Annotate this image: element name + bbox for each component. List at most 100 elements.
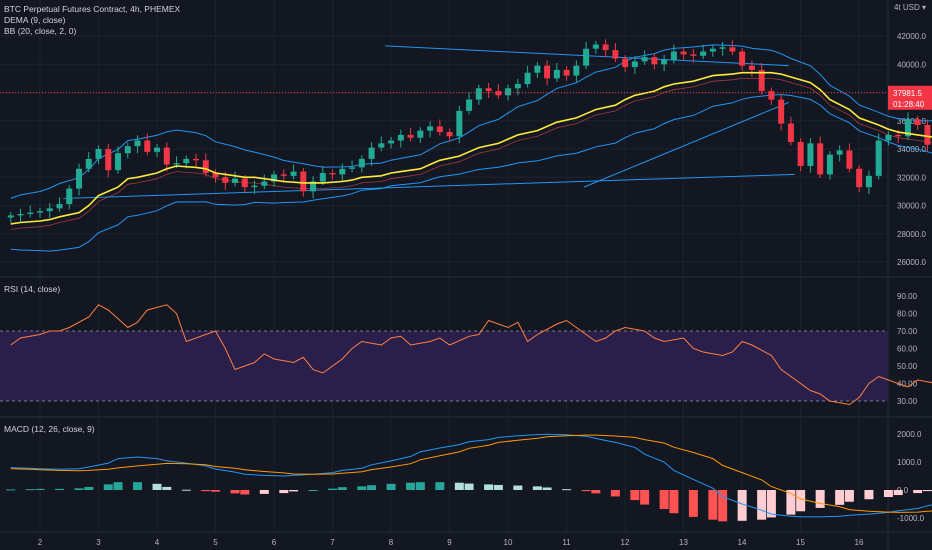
macd-histogram-bar <box>893 490 903 496</box>
macd-histogram-bar <box>757 490 767 520</box>
candle-body <box>329 173 336 175</box>
candle-body <box>573 65 580 76</box>
candle-body <box>27 212 34 214</box>
rsi-line <box>10 304 932 406</box>
candle-body <box>865 175 872 188</box>
macd-histogram-bar <box>835 490 845 505</box>
rsi-tick-label: 40.00 <box>897 380 918 389</box>
candle-body <box>349 167 356 169</box>
candle-body <box>212 173 219 178</box>
candle-body <box>534 65 541 73</box>
macd-histogram-bar <box>688 490 698 517</box>
candle-body <box>739 51 746 66</box>
price-tick-label: 30000.0 <box>897 202 926 211</box>
candle-body <box>748 65 755 70</box>
price-tick-label: 36000.0 <box>897 117 926 126</box>
candle-body <box>417 130 424 138</box>
candle-body <box>378 143 385 148</box>
candle-body <box>290 171 297 176</box>
candle-body <box>602 44 609 51</box>
candle-body <box>622 58 629 68</box>
candle-body <box>124 146 131 154</box>
candle-body <box>904 119 911 137</box>
macd-histogram-bar <box>6 489 16 491</box>
candle-body <box>914 119 921 125</box>
candle-body <box>836 150 843 155</box>
candle-body <box>670 51 677 61</box>
candle-body <box>310 181 317 192</box>
macd-histogram-bar <box>630 490 640 501</box>
time-tick-label: 16 <box>855 538 864 547</box>
trend-line <box>583 101 789 188</box>
macd-histogram-bar <box>513 485 523 490</box>
time-tick-label: 14 <box>738 538 747 547</box>
macd-histogram-bar <box>796 490 806 512</box>
rsi-band <box>0 331 888 401</box>
time-tick-label: 2 <box>38 538 43 547</box>
candle-body <box>817 143 824 175</box>
candle-body <box>661 60 668 65</box>
macd-histogram-bar <box>640 490 650 505</box>
candle-body <box>397 134 404 141</box>
candle-body <box>641 57 648 62</box>
macd-histogram-bar <box>386 483 396 490</box>
macd-histogram-bar <box>328 488 338 490</box>
candle-body <box>729 47 736 52</box>
candle-body <box>115 153 122 171</box>
macd-histogram-bar <box>279 490 289 494</box>
macd-histogram-bar <box>464 483 474 490</box>
macd-histogram-bar <box>181 489 191 491</box>
macd-histogram-bar <box>230 490 240 494</box>
price-tick-label: 26000.0 <box>897 258 926 267</box>
bb-basis-line <box>10 78 932 230</box>
macd-histogram-bar <box>162 486 172 490</box>
candle-body <box>271 174 278 182</box>
candle-body <box>709 48 716 52</box>
macd-histogram-bar <box>406 482 416 490</box>
rsi-tick-label: 30.00 <box>897 397 918 406</box>
macd-line <box>10 433 932 518</box>
time-tick-label: 15 <box>796 538 805 547</box>
candle-body <box>85 158 92 169</box>
candle-body <box>368 147 375 159</box>
macd-tick-label: 0.0 <box>897 486 909 495</box>
candle-body <box>719 47 726 49</box>
candle-body <box>46 208 53 212</box>
macd-tick-label: -1000.0 <box>897 514 925 523</box>
candle-body <box>7 215 14 218</box>
bb-upper-line <box>10 44 932 199</box>
macd-histogram-bar <box>74 488 84 490</box>
candle-body <box>758 69 765 92</box>
macd-histogram-bar <box>152 483 162 490</box>
candle-body <box>514 84 521 89</box>
candle-body <box>163 147 170 165</box>
macd-tick-label: 1000.0 <box>897 458 922 467</box>
candle-body <box>505 88 512 96</box>
candle-body <box>924 124 931 145</box>
currency-selector[interactable]: 4t USD ▾ <box>893 3 926 12</box>
macd-tick-label: 2000.0 <box>897 430 922 439</box>
candle-body <box>856 168 863 188</box>
time-tick-label: 12 <box>621 538 630 547</box>
candle-body <box>446 132 453 137</box>
macd-histogram-bar <box>337 487 347 490</box>
macd-histogram-bar <box>435 482 445 490</box>
candle-body <box>885 134 892 141</box>
candle-body <box>475 88 482 100</box>
price-tick-label: 42000.0 <box>897 32 926 41</box>
price-tick-label: 40000.0 <box>897 60 926 69</box>
macd-histogram-bar <box>883 490 893 497</box>
candle-body <box>826 154 833 175</box>
macd-histogram-bar <box>211 490 221 492</box>
candle-body <box>300 171 307 192</box>
candle-body <box>875 140 882 176</box>
candle-body <box>183 158 190 164</box>
macd-histogram-bar <box>922 490 932 492</box>
candle-body <box>797 141 804 166</box>
candle-body <box>631 61 638 68</box>
dema-legend: DEMA (9, close) <box>4 15 66 25</box>
signal-line <box>10 434 932 513</box>
macd-histogram-bar <box>289 490 299 492</box>
candle-body <box>319 173 326 182</box>
